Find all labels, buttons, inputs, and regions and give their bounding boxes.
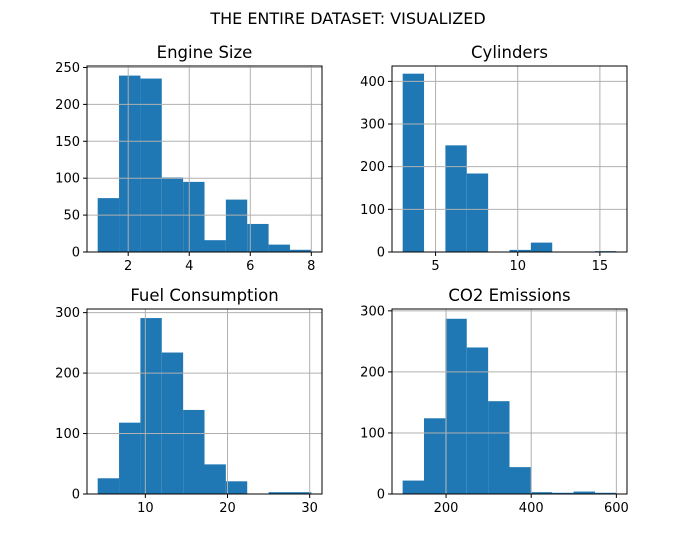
- fuel-consumption-bar-9: [289, 492, 312, 494]
- cylinders-bar-5: [509, 249, 531, 252]
- co2-emissions-xtick-label-0: 200: [434, 501, 459, 516]
- co2-emissions-axes-frame: [391, 308, 628, 495]
- fuel-consumption-title: Fuel Consumption: [130, 286, 278, 305]
- co2-emissions-title: CO2 Emissions: [448, 286, 570, 305]
- engine-size-axes-frame: [86, 65, 323, 253]
- co2-emissions-ytick-label-0: 0: [377, 488, 385, 503]
- co2-emissions-bar-9: [594, 492, 617, 494]
- engine-size-bar-7: [247, 223, 269, 252]
- cylinders-bar-0: [402, 73, 425, 253]
- fuel-consumption-bar-2: [140, 318, 162, 494]
- engine-size-xtick-label-2: 6: [246, 259, 254, 274]
- engine-size-title: Engine Size: [157, 43, 253, 62]
- fuel-consumption-ytick-label-1: 100: [55, 427, 80, 442]
- engine-size-ytick-label-5: 250: [55, 61, 80, 76]
- cylinders-xtick-label-0: 5: [431, 259, 439, 274]
- engine-size-bar-6: [225, 199, 248, 252]
- engine-size-ytick-label-0: 0: [72, 246, 80, 261]
- co2-emissions-bar-3: [466, 347, 489, 494]
- engine-size-bar-2: [140, 78, 162, 252]
- engine-size-bar-0: [97, 198, 120, 252]
- co2-emissions-xtick-label-1: 400: [519, 501, 544, 516]
- engine-size-ytick-label-2: 100: [55, 172, 80, 187]
- engine-size-ytick-label-4: 200: [55, 98, 80, 113]
- engine-size-bar-1: [119, 75, 141, 252]
- co2-emissions-bar-7: [552, 492, 574, 494]
- engine-size-xtick-label-3: 8: [307, 259, 315, 274]
- fuel-consumption-bar-8: [268, 492, 290, 494]
- co2-emissions-bar-5: [509, 467, 531, 494]
- fuel-consumption-ytick-label-2: 200: [55, 367, 80, 382]
- cylinders-bar-3: [466, 173, 489, 252]
- figure-suptitle: THE ENTIRE DATASET: VISUALIZED: [209, 9, 485, 28]
- fuel-consumption-xtick-label-2: 30: [301, 501, 318, 516]
- engine-size-xtick-label-0: 2: [124, 259, 132, 274]
- fuel-consumption-bar-3: [161, 352, 184, 494]
- fuel-consumption-bar-4: [183, 409, 205, 494]
- fuel-consumption-bar-1: [119, 422, 141, 494]
- co2-emissions-ytick-label-1: 100: [360, 426, 385, 441]
- cylinders-xtick-label-2: 15: [592, 259, 609, 274]
- engine-size-xtick-label-1: 4: [185, 259, 193, 274]
- cylinders-ytick-label-2: 200: [360, 160, 385, 175]
- panel-cylinders: 5 10 15 0 100 200 300 400 Cylinders: [360, 43, 628, 274]
- fuel-consumption-bar-6: [225, 481, 248, 494]
- engine-size-ytick-label-1: 50: [63, 209, 80, 224]
- cylinders-title: Cylinders: [471, 43, 548, 62]
- engine-size-bar-5: [204, 240, 226, 252]
- co2-emissions-bar-6: [530, 492, 553, 494]
- cylinders-ytick-label-3: 300: [360, 118, 385, 133]
- co2-emissions-bar-8: [573, 491, 595, 494]
- cylinders-xtick-label-1: 10: [509, 259, 526, 274]
- engine-size-ytick-label-3: 150: [55, 135, 80, 150]
- cylinders-bar-2: [445, 145, 467, 252]
- fuel-consumption-axes-frame: [86, 308, 323, 495]
- fuel-consumption-bar-5: [204, 464, 226, 494]
- cylinders-bar-6: [530, 242, 553, 252]
- panel-co2-emissions: 200 400 600 0 100 200 300 CO2 Emissions: [360, 286, 629, 516]
- fuel-consumption-ytick-label-0: 0: [72, 488, 80, 503]
- co2-emissions-xtick-label-2: 600: [604, 501, 629, 516]
- cylinders-axes-frame: [391, 65, 628, 253]
- co2-emissions-bar-4: [488, 401, 510, 494]
- panel-engine-size: 2 4 6 8 0 50 100 150 200 250 Engine Size: [55, 43, 323, 274]
- cylinders-ytick-label-0: 0: [377, 246, 385, 261]
- fuel-consumption-xtick-label-1: 20: [219, 501, 236, 516]
- co2-emissions-bar-0: [402, 480, 425, 494]
- co2-emissions-ytick-label-2: 200: [360, 365, 385, 380]
- fuel-consumption-ytick-label-3: 300: [55, 306, 80, 321]
- cylinders-ytick-label-4: 400: [360, 75, 385, 90]
- fuel-consumption-xtick-label-0: 10: [137, 501, 154, 516]
- cylinders-ytick-label-1: 100: [360, 203, 385, 218]
- co2-emissions-bar-1: [424, 418, 446, 494]
- fuel-consumption-bar-0: [97, 478, 120, 494]
- engine-size-bar-8: [268, 244, 290, 252]
- co2-emissions-ytick-label-3: 300: [360, 304, 385, 319]
- co2-emissions-bar-2: [445, 318, 467, 494]
- engine-size-bar-9: [289, 249, 312, 252]
- engine-size-bar-4: [183, 181, 205, 252]
